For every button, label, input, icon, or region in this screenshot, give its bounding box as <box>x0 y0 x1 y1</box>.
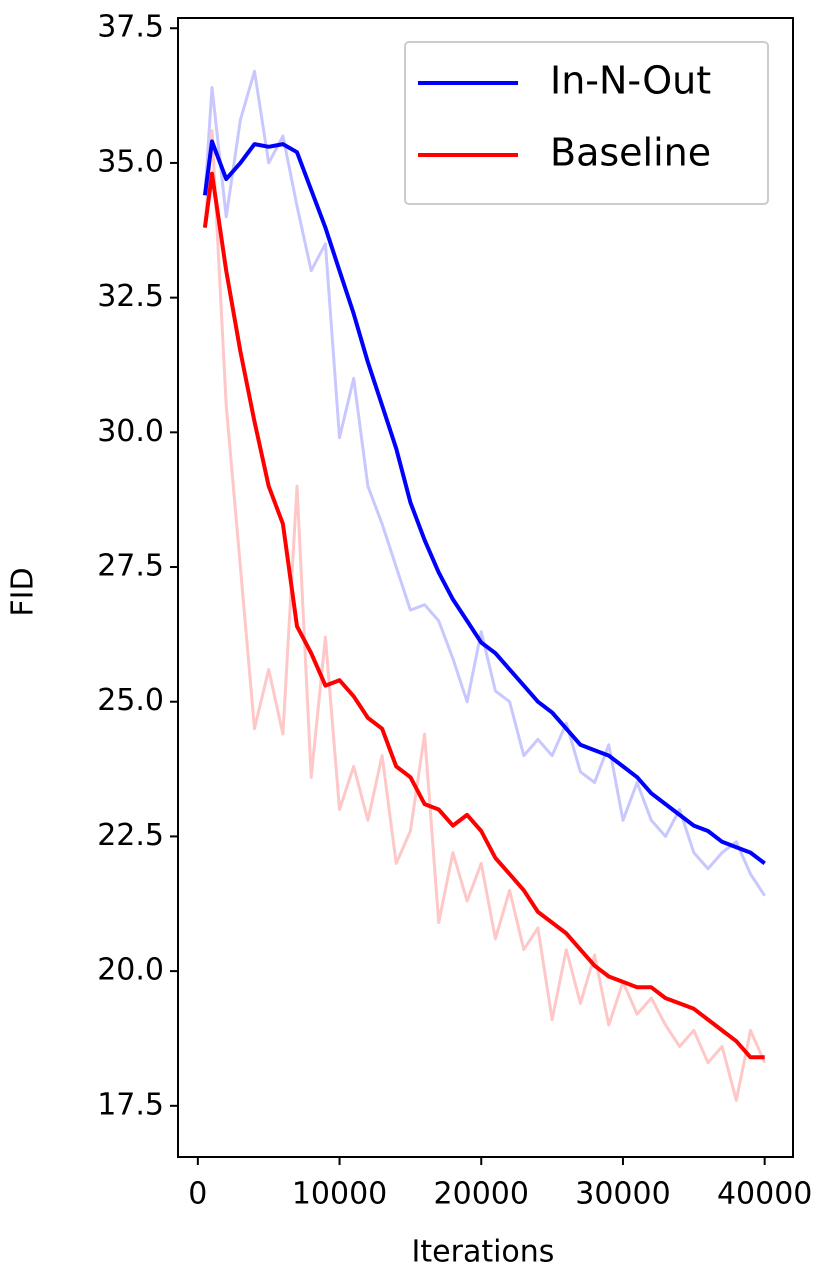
y-axis-label: FID <box>6 567 41 616</box>
x-tick-label: 30000 <box>575 1177 670 1212</box>
y-tick-label: 20.0 <box>97 953 164 988</box>
x-axis-label: Iterations <box>412 1235 555 1270</box>
x-tick-label: 40000 <box>717 1177 812 1212</box>
legend-label: Baseline <box>550 131 711 175</box>
y-tick-label: 25.0 <box>97 683 164 718</box>
raw-series-line <box>203 129 767 1102</box>
y-tick-label: 17.5 <box>97 1087 164 1122</box>
y-tick-label: 22.5 <box>97 818 164 853</box>
series-line <box>202 171 765 1060</box>
x-tick-label: 0 <box>188 1177 207 1212</box>
raw-series-line <box>203 69 766 897</box>
x-tick-label: 10000 <box>292 1177 387 1212</box>
y-tick-label: 37.5 <box>97 10 164 45</box>
plot-frame <box>177 17 794 1158</box>
legend-label: In-N-Out <box>550 59 711 103</box>
series-line <box>202 139 766 865</box>
y-tick-label: 30.0 <box>97 414 164 449</box>
y-tick-label: 35.0 <box>97 144 164 179</box>
y-tick-label: 32.5 <box>97 279 164 314</box>
y-tick-label: 27.5 <box>97 549 164 584</box>
x-tick-label: 20000 <box>434 1177 529 1212</box>
